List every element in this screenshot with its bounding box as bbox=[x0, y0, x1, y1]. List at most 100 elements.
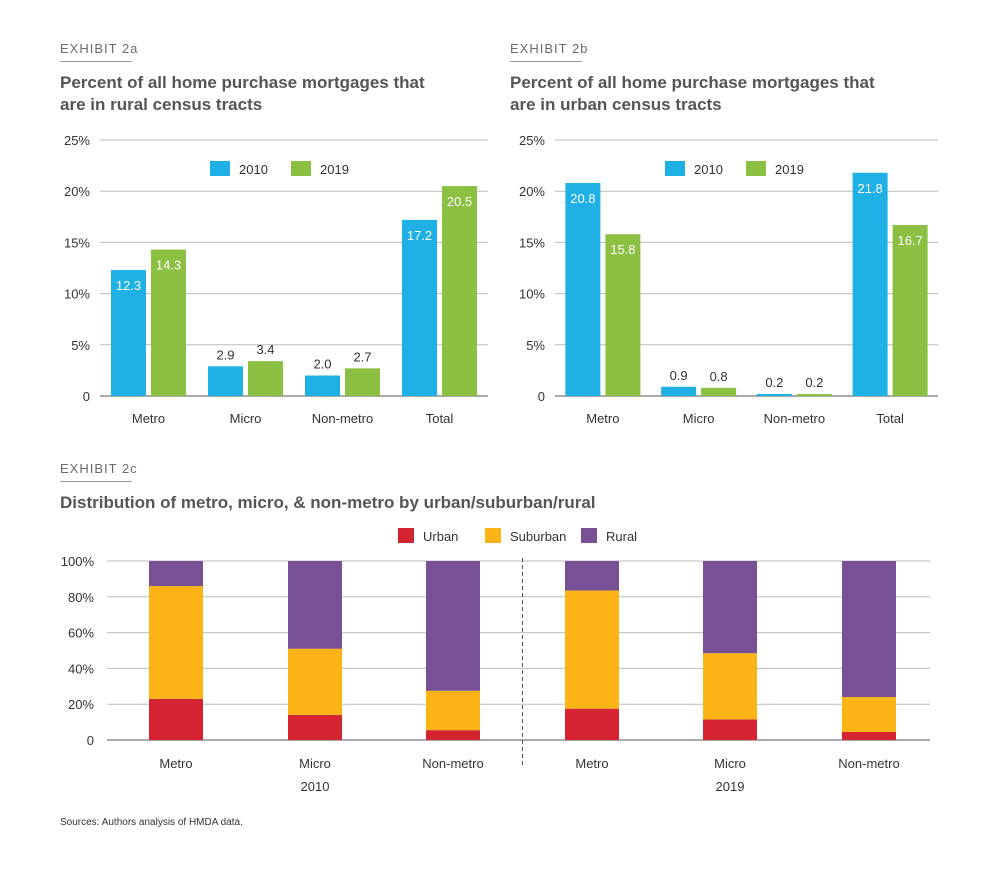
chart-2b-data-label: 21.8 bbox=[857, 181, 882, 196]
chart-2c-bar-segment-rural bbox=[703, 561, 757, 654]
chart-2a-bar bbox=[305, 375, 340, 396]
chart-2c-bar-segment-urban bbox=[426, 730, 480, 740]
chart-2c-xtick-label: Micro bbox=[714, 756, 746, 771]
chart-2a-bar bbox=[442, 186, 477, 396]
chart-2a-ytick-label: 25% bbox=[64, 133, 90, 148]
chart-2c-bar-segment-suburban bbox=[703, 653, 757, 720]
chart-2c-xtick-label: Non-metro bbox=[838, 756, 899, 771]
chart-2a-data-label: 2.0 bbox=[313, 357, 331, 372]
chart-2c-ytick-label: 60% bbox=[68, 626, 94, 641]
chart-2c-bar-segment-rural bbox=[149, 561, 203, 587]
chart-2a-bar bbox=[208, 366, 243, 396]
chart-2c-bar-segment-suburban bbox=[565, 590, 619, 709]
chart-2c-xtick-label: Metro bbox=[159, 756, 192, 771]
chart-2b-xtick-label: Non-metro bbox=[764, 411, 825, 426]
chart-2a-bar bbox=[248, 361, 283, 396]
exhibit-2b-label: EXHIBIT 2b bbox=[510, 41, 589, 56]
chart-2c-bar-segment-urban bbox=[842, 731, 896, 740]
chart-2c-legend-label: Suburban bbox=[510, 529, 566, 544]
chart-2a-ytick-label: 15% bbox=[64, 235, 90, 250]
chart-2c-bar-segment-rural bbox=[426, 561, 480, 691]
chart-2c-legend-label: Urban bbox=[423, 529, 458, 544]
chart-2a-data-label: 3.4 bbox=[256, 342, 274, 357]
chart-2b-data-label: 0.2 bbox=[805, 375, 823, 390]
chart-2a-legend-label: 2019 bbox=[320, 162, 349, 177]
chart-2a-data-label: 14.3 bbox=[156, 258, 181, 273]
chart-2b-bar bbox=[701, 387, 737, 396]
chart-2b-data-label: 0.2 bbox=[765, 375, 783, 390]
chart-2a-bar bbox=[111, 270, 146, 396]
chart-2a-xtick-label: Metro bbox=[132, 411, 165, 426]
chart-2c-ytick-label: 40% bbox=[68, 661, 94, 676]
chart-2a-ytick-label: 20% bbox=[64, 184, 90, 199]
chart-2b-bar bbox=[661, 386, 697, 396]
chart-2a-ytick-label: 5% bbox=[71, 338, 90, 353]
chart-2c-bar-segment-suburban bbox=[842, 697, 896, 732]
chart-2b-ytick-label: 10% bbox=[519, 287, 545, 302]
chart-2c-bar-segment-rural bbox=[842, 561, 896, 698]
chart-2b-legend-label: 2019 bbox=[775, 162, 804, 177]
chart-2b-xtick-label: Metro bbox=[586, 411, 619, 426]
chart-2b-bar bbox=[605, 234, 641, 396]
chart-2c-bar-segment-suburban bbox=[149, 586, 203, 699]
chart-2b-ytick-label: 5% bbox=[526, 338, 545, 353]
chart-2b-bar bbox=[565, 183, 601, 396]
chart-2a-xtick-label: Total bbox=[426, 411, 454, 426]
chart-2c-legend-swatch bbox=[398, 528, 414, 543]
chart-2c-ytick-label: 20% bbox=[68, 697, 94, 712]
chart-2a-ytick-label: 10% bbox=[64, 287, 90, 302]
chart-2a-ytick-label: 0 bbox=[83, 389, 90, 404]
exhibit-2a-rule bbox=[60, 61, 132, 62]
chart-2b-xtick-label: Micro bbox=[683, 411, 715, 426]
chart-2b-xtick-label: Total bbox=[876, 411, 904, 426]
chart-2a-bar bbox=[345, 368, 380, 396]
chart-2c-bar-segment-rural bbox=[288, 561, 342, 649]
exhibit-2a-title: Percent of all home purchase mortgages t… bbox=[60, 73, 425, 114]
chart-2a-legend-swatch bbox=[210, 161, 230, 176]
chart-2a-xtick-label: Micro bbox=[230, 411, 262, 426]
chart-2c-bar-segment-urban bbox=[288, 714, 342, 740]
chart-2b-ytick-label: 15% bbox=[519, 235, 545, 250]
chart-2c-bar-segment-rural bbox=[565, 561, 619, 591]
chart-2b-ytick-label: 0 bbox=[538, 389, 545, 404]
chart-2c-bar-segment-suburban bbox=[288, 648, 342, 715]
chart-2c-group-label: 2010 bbox=[301, 779, 330, 794]
exhibit-2c-label: EXHIBIT 2c bbox=[60, 461, 138, 476]
chart-2a-data-label: 17.2 bbox=[407, 228, 432, 243]
chart-2b-bar bbox=[756, 393, 792, 396]
chart-2b-legend-swatch bbox=[746, 161, 766, 176]
exhibit-2b-title: Percent of all home purchase mortgages t… bbox=[510, 73, 875, 114]
chart-2c-bar-segment-urban bbox=[149, 698, 203, 740]
chart-2b-data-label: 20.8 bbox=[570, 191, 595, 206]
chart-2b-bar bbox=[796, 393, 832, 396]
chart-2c-ytick-label: 100% bbox=[61, 554, 95, 569]
chart-2b-bar bbox=[852, 172, 888, 396]
source-note: Sources: Authors analysis of HMDA data. bbox=[60, 817, 243, 828]
exhibit-2c-title: Distribution of metro, micro, & non-metr… bbox=[60, 493, 596, 512]
chart-2c-legend-label: Rural bbox=[606, 529, 637, 544]
chart-2b-legend-label: 2010 bbox=[694, 162, 723, 177]
chart-2a-data-label: 20.5 bbox=[447, 194, 472, 209]
exhibit-2c-rule bbox=[60, 481, 132, 482]
chart-2b-data-label: 15.8 bbox=[610, 242, 635, 257]
chart-2c-bar-segment-suburban bbox=[426, 690, 480, 731]
chart-2b-legend-swatch bbox=[665, 161, 685, 176]
chart-2a-xtick-label: Non-metro bbox=[312, 411, 373, 426]
chart-2b-data-label: 0.9 bbox=[670, 368, 688, 383]
chart-2c-bar-segment-urban bbox=[565, 708, 619, 740]
chart-2b-ytick-label: 25% bbox=[519, 133, 545, 148]
chart-2b-bar bbox=[892, 224, 928, 396]
chart-2b-data-label: 0.8 bbox=[710, 369, 728, 384]
chart-2c-xtick-label: Micro bbox=[299, 756, 331, 771]
chart-2a-bar bbox=[402, 219, 437, 396]
chart-2c-xtick-label: Non-metro bbox=[422, 756, 483, 771]
chart-2a-legend-label: 2010 bbox=[239, 162, 268, 177]
chart-2a-legend-swatch bbox=[291, 161, 311, 176]
chart-2a-data-label: 2.7 bbox=[353, 349, 371, 364]
chart-2b-ytick-label: 20% bbox=[519, 184, 545, 199]
chart-2c-xtick-label: Metro bbox=[575, 756, 608, 771]
chart-2c-ytick-label: 80% bbox=[68, 590, 94, 605]
chart-2a-data-label: 2.9 bbox=[216, 347, 234, 362]
exhibit-2a-label: EXHIBIT 2a bbox=[60, 41, 139, 56]
